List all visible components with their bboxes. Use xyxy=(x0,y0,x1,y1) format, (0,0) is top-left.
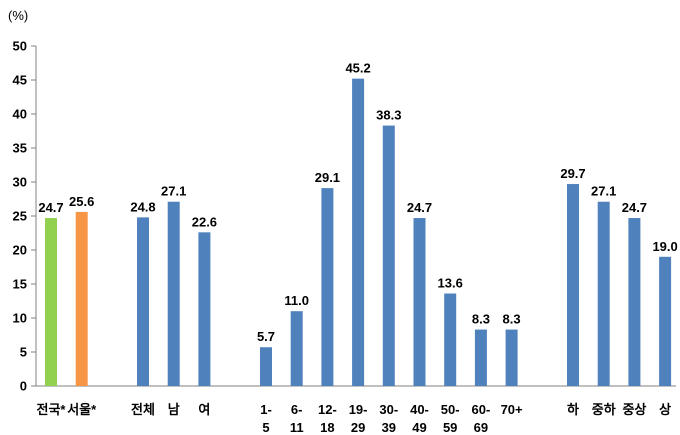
data-label: 8.3 xyxy=(472,312,490,327)
x-tick-label: 12-18 xyxy=(318,402,337,435)
data-labels-layer: 24.7 25.6 24.8 27.1 22.6 5.7 11.0 29.1 45.2 38.3 2… xyxy=(38,61,677,345)
data-label: 24.7 xyxy=(407,200,432,215)
x-tick-label: 상 xyxy=(659,402,671,417)
x-tick-label: 여 xyxy=(198,402,210,417)
y-tick-label: 35 xyxy=(13,141,27,156)
data-label: 24.8 xyxy=(130,199,155,214)
bar-age-2 xyxy=(321,188,334,386)
y-tick-label: 20 xyxy=(13,243,27,258)
y-tick-label: 25 xyxy=(13,209,27,224)
y-tick-label: 45 xyxy=(13,73,27,88)
bar-sex-2 xyxy=(198,232,211,386)
data-label: 27.1 xyxy=(161,184,186,199)
x-tick-label: 40-49 xyxy=(410,402,429,435)
x-tick-label: 70+ xyxy=(501,402,523,417)
data-label: 24.7 xyxy=(622,200,647,215)
bar-age-8 xyxy=(505,329,518,386)
data-label: 25.6 xyxy=(69,194,94,209)
x-tick-label: 서울* xyxy=(67,402,97,417)
y-tick-label: 30 xyxy=(13,175,27,190)
bar-age-7 xyxy=(474,329,487,386)
bar-age-4 xyxy=(382,125,395,386)
data-label: 13.6 xyxy=(438,276,463,291)
data-label: 45.2 xyxy=(345,61,370,76)
x-tick-label: 1-5 xyxy=(260,402,272,435)
data-label: 24.7 xyxy=(38,200,63,215)
data-label: 19.0 xyxy=(652,239,677,254)
bar-sex-1 xyxy=(167,201,180,386)
bar-income-0 xyxy=(567,184,579,386)
data-label: 8.3 xyxy=(503,312,521,327)
data-label: 29.1 xyxy=(315,170,340,185)
x-tick-label: 중하 xyxy=(592,402,616,417)
bar-age-6 xyxy=(444,293,457,386)
x-tick-label: 전체 xyxy=(131,402,155,417)
bar-region-1 xyxy=(75,211,88,386)
y-tick-label: 5 xyxy=(20,345,27,360)
y-tick-label: 50 xyxy=(13,39,27,54)
y-tick-label: 15 xyxy=(13,277,27,292)
x-tick-label: 60-69 xyxy=(472,402,491,435)
x-tick-label: 30-39 xyxy=(379,402,398,435)
x-tick-label: 19-29 xyxy=(349,402,368,435)
x-axis-tick-labels: 전국* 서울* 전체 남 여 1-5 6-11 12-18 19-29 30-39 40-49 50-… xyxy=(37,402,672,435)
bar-age-3 xyxy=(352,78,365,386)
x-tick-label: 6-11 xyxy=(290,402,304,435)
bar-income-2 xyxy=(628,218,641,386)
x-tick-label: 하 xyxy=(567,402,579,417)
x-tick-label: 남 xyxy=(168,402,180,417)
data-label: 29.7 xyxy=(560,166,585,181)
y-axis-ticks: 0 5 10 15 20 25 30 35 40 45 50 xyxy=(13,39,36,394)
y-tick-label: 0 xyxy=(20,379,27,394)
bars-layer xyxy=(45,78,672,386)
data-label: 5.7 xyxy=(257,329,275,344)
bar-age-1 xyxy=(290,311,303,386)
bar-region-0 xyxy=(45,218,57,386)
bar-income-1 xyxy=(597,201,610,386)
y-tick-label: 10 xyxy=(13,311,27,326)
bar-income-3 xyxy=(659,256,672,386)
data-label: 22.6 xyxy=(192,214,217,229)
bar-age-0 xyxy=(260,347,272,386)
y-tick-label: 40 xyxy=(13,107,27,122)
bar-sex-0 xyxy=(137,217,149,386)
x-tick-label: 중상 xyxy=(622,402,646,417)
data-label: 38.3 xyxy=(376,108,401,123)
bar-age-5 xyxy=(413,218,426,386)
x-tick-label: 전국* xyxy=(37,402,67,417)
x-tick-label: 50-59 xyxy=(441,402,460,435)
y-axis-unit-label: (%) xyxy=(8,8,28,23)
data-label: 11.0 xyxy=(284,293,309,308)
data-label: 27.1 xyxy=(591,184,616,199)
